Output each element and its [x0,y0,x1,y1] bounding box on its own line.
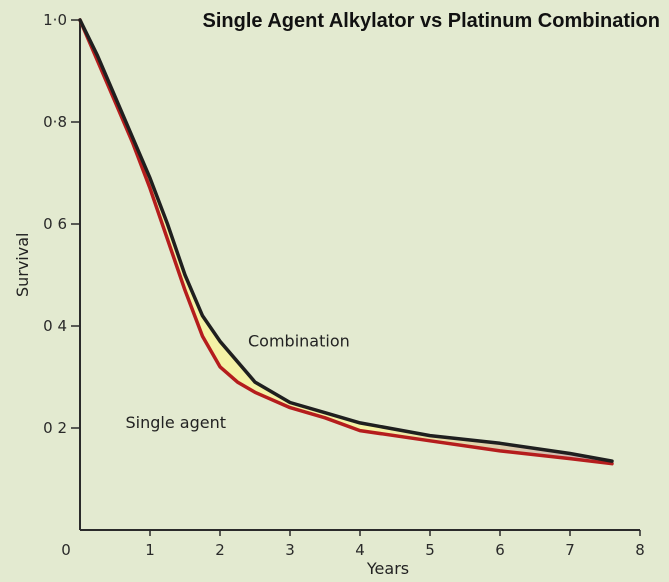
y-tick-label: 0 6 [43,215,67,233]
x-axis-label: Years [366,559,409,578]
x-tick-label: 3 [285,541,295,559]
series-line-combination [78,18,614,463]
chart-title: Single Agent Alkylator vs Platinum Combi… [202,10,660,32]
x-tick-label: 0 [61,541,71,559]
x-tick-label: 7 [565,541,575,559]
x-tick-label: 1 [145,541,155,559]
y-tick-label: 0 4 [43,317,67,335]
x-ticks: 0 1 2 3 4 5 6 7 8 [61,530,645,559]
x-tick-label: 6 [495,541,505,559]
annotation-single-agent: Single agent [126,413,227,432]
survival-difference-band [80,20,612,464]
y-ticks: 0 2 0 4 0 6 0·8 1·0 [43,11,80,437]
x-tick-label: 2 [215,541,225,559]
annotation-combination: Combination [248,331,350,350]
y-tick-label: 1·0 [43,11,67,29]
y-axis-label: Survival [13,233,32,298]
x-tick-label: 8 [635,541,645,559]
x-tick-label: 5 [425,541,435,559]
series-line-single-agent [78,18,614,466]
x-tick-label: 4 [355,541,365,559]
y-tick-label: 0 2 [43,419,67,437]
y-tick-label: 0·8 [43,113,67,131]
